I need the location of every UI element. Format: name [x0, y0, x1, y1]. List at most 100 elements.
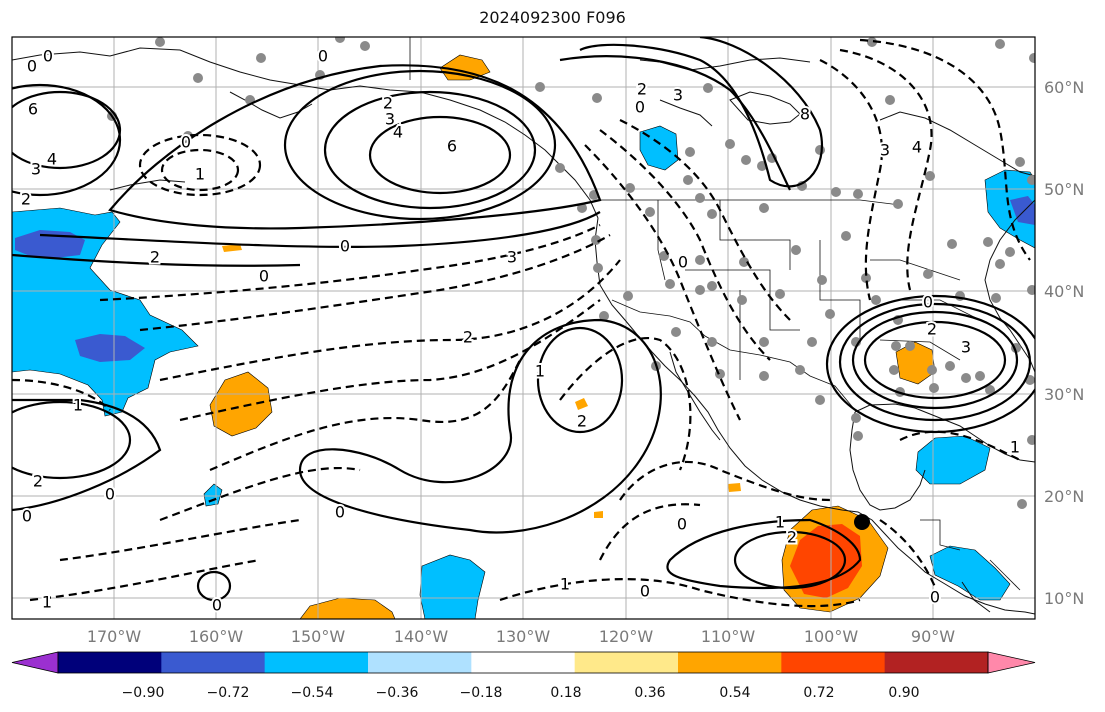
station-dots — [107, 37, 1035, 509]
blue-region-central-am — [929, 545, 1011, 601]
lat-label: 40°N — [1044, 282, 1084, 301]
colorbar-extend-low — [11, 651, 59, 674]
contour-label: 2 — [33, 472, 43, 491]
contour-label: 0 — [22, 507, 32, 526]
contour-label: 0 — [930, 588, 940, 607]
orange-region-south — [299, 597, 396, 619]
contour-label: 0 — [259, 267, 269, 286]
darkblue-region-b — [75, 334, 145, 362]
lat-label: 60°N — [1044, 78, 1084, 97]
contour-label: 3 — [507, 248, 517, 267]
blue-region-gulf — [915, 435, 991, 485]
orange-region-dot3 — [594, 511, 603, 518]
contour-label: 6 — [28, 100, 38, 119]
contour-label: 3 — [385, 110, 395, 129]
blue-region-sw — [419, 554, 486, 619]
colorbar-segment — [58, 652, 162, 673]
orange-region-dot1 — [575, 398, 588, 410]
colorbar — [11, 651, 1036, 674]
orange-region-dot2 — [728, 483, 741, 492]
colorbar-extend-high — [987, 651, 1036, 674]
lon-label: 140°W — [394, 627, 449, 646]
lon-label: 160°W — [189, 627, 244, 646]
graticule — [12, 37, 1035, 619]
colorbar-tick-label: −0.54 — [291, 685, 334, 701]
colorbar-segment — [678, 652, 782, 673]
lon-label: 120°W — [599, 627, 654, 646]
contour-label: 2 — [637, 80, 647, 99]
colorbar-tick-label: −0.36 — [376, 685, 419, 701]
contour-label: 1 — [73, 396, 83, 415]
colorbar-tick-label: −0.72 — [207, 685, 250, 701]
lon-label: 130°W — [496, 627, 551, 646]
blue-region-canada — [639, 125, 679, 171]
colorbar-frame — [57, 651, 989, 674]
colorbar-segment — [884, 652, 989, 673]
colorbar-tick-label: 0.54 — [719, 685, 750, 701]
storm-center-marker — [854, 514, 870, 530]
colorbar-tick-label: 0.72 — [803, 685, 834, 701]
lon-label: 150°W — [291, 627, 346, 646]
contour-label: 8 — [800, 105, 810, 124]
contour-label: 0 — [43, 47, 53, 66]
map-frame — [11, 36, 1036, 620]
contour-label: 1 — [195, 165, 205, 184]
contour-label: 3 — [880, 141, 890, 160]
contour-label: 4 — [912, 138, 922, 157]
lat-label: 30°N — [1044, 385, 1084, 404]
contour-label: 2 — [927, 320, 937, 339]
contour-label: 0 — [923, 293, 933, 312]
contour-label: 2 — [21, 190, 31, 209]
lon-label: 110°W — [701, 627, 756, 646]
contours-dashed — [12, 38, 1031, 608]
contour-label: 3 — [673, 86, 683, 105]
colorbar-segment — [574, 652, 679, 673]
lat-label: 50°N — [1044, 180, 1084, 199]
blue-region-west — [12, 207, 199, 417]
colorbar-tick-label: −0.18 — [460, 685, 503, 701]
contour-label: 0 — [340, 237, 350, 256]
colorbar-segment — [471, 652, 576, 673]
longitude-labels: 170°W 160°W 150°W 140°W 130°W 120°W 110°… — [87, 627, 955, 646]
contour-label: 1 — [560, 575, 570, 594]
contour-label: 0 — [212, 596, 222, 615]
contour-label: 0 — [635, 98, 645, 117]
contour-label: 2 — [383, 94, 393, 113]
contour-label: 0 — [181, 133, 191, 152]
contour-label: 2 — [787, 528, 797, 547]
contour-label: 0 — [678, 253, 688, 272]
contour-label: 0 — [677, 515, 687, 534]
colorbar-segment — [368, 652, 472, 673]
colorbar-segment — [264, 652, 369, 673]
shaded-regions — [12, 54, 1035, 619]
colorbar-tick-label: 0.18 — [550, 685, 581, 701]
contour-label: 1 — [535, 362, 545, 381]
contour-label: 0 — [335, 503, 345, 522]
orange-region-small — [222, 244, 242, 252]
colorbar-tick-label: 0.90 — [888, 685, 919, 701]
lon-label: 90°W — [911, 627, 955, 646]
contour-label: 1 — [1010, 438, 1020, 457]
latitude-labels: 60°N 50°N 40°N 30°N 20°N 10°N — [1044, 78, 1084, 608]
colorbar-tick-label: −0.90 — [122, 685, 165, 701]
orange-region-pacific — [209, 371, 273, 437]
contour-label: 3 — [31, 160, 41, 179]
lon-label: 170°W — [87, 627, 142, 646]
contour-label: 0 — [105, 485, 115, 504]
lat-label: 10°N — [1044, 589, 1084, 608]
colorbar-segment — [781, 652, 886, 673]
darkblue-region-ne — [1010, 196, 1035, 225]
contour-label: 2 — [577, 412, 587, 431]
map-title: 2024092300 F096 — [479, 8, 626, 27]
political-borders — [409, 37, 1021, 591]
colorbar-tick-label: 0.36 — [634, 685, 665, 701]
contour-label: 0 — [318, 47, 328, 66]
contour-label: 4 — [393, 123, 403, 142]
contour-label: 3 — [961, 338, 971, 357]
colorbar-ticks: −0.90 −0.72 −0.54 −0.36 −0.18 0.18 0.36 … — [122, 685, 920, 701]
contour-label: 1 — [775, 513, 785, 532]
contours-solid — [12, 37, 1035, 602]
